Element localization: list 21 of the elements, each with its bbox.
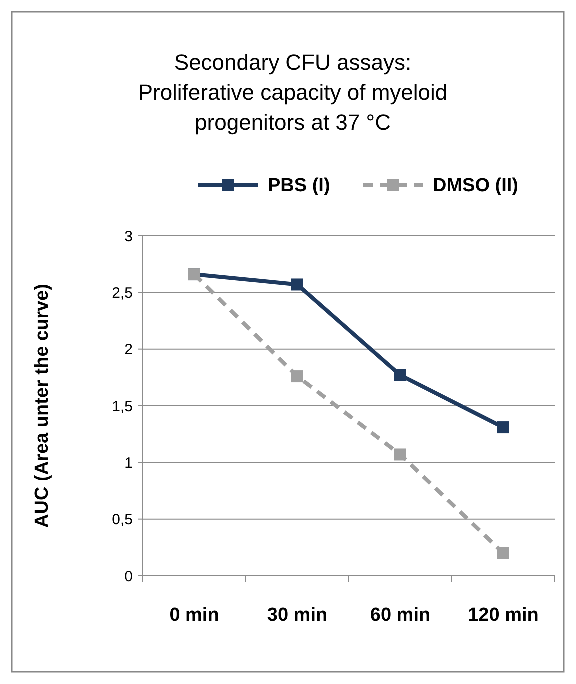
legend-label: DMSO (II) xyxy=(433,176,518,197)
point xyxy=(394,369,406,382)
y-tick-label: 2,5 xyxy=(112,284,133,302)
point xyxy=(292,370,304,383)
y-tick-label: 1,5 xyxy=(112,398,133,416)
legend-label: PBS (I) xyxy=(268,176,330,197)
y-tick-label: 1 xyxy=(124,454,133,472)
x-tick-label: 0 min xyxy=(170,605,220,626)
y-tick-label: 0 xyxy=(124,568,133,586)
point xyxy=(498,547,510,560)
point xyxy=(292,278,304,291)
y-tick-label: 0,5 xyxy=(112,512,133,529)
y-axis-title: AUC (Area unter the curve) xyxy=(32,284,53,528)
y-tick-label: 2 xyxy=(124,342,133,359)
y-tick-label: 3 xyxy=(124,228,133,246)
x-tick-label: 120 min xyxy=(468,605,539,626)
point xyxy=(498,422,510,434)
x-tick-label: 60 min xyxy=(370,605,431,626)
point xyxy=(394,448,406,461)
chart-title: Secondary CFU assays: Proliferative capacity of myeloid progenitors at 37 °C xyxy=(138,50,448,135)
x-tick-label: 30 min xyxy=(267,605,328,626)
